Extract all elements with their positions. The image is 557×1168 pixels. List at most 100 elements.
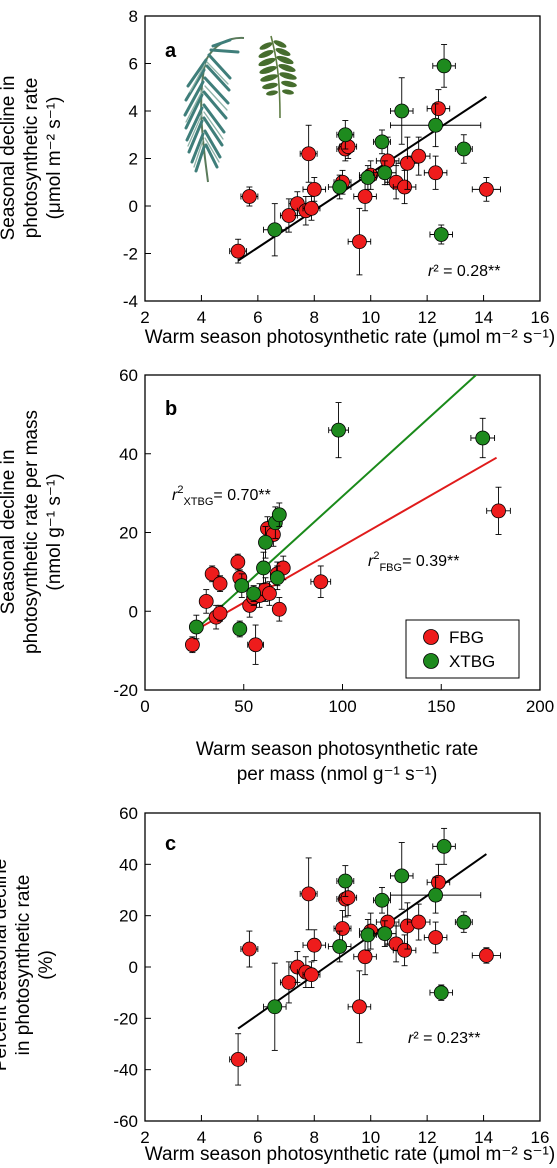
panel-c: 2 4 6 8 10 12 14 16 -60 -40 -20 0 20 40 60 c r² = 0.2… (0, 804, 555, 1165)
y-tick-label: 8 (129, 7, 138, 26)
y-tick-label: -60 (113, 1112, 138, 1131)
data-point-fbg (240, 930, 259, 968)
marker-xtbg (374, 892, 390, 908)
data-point-xtbg (327, 174, 352, 200)
data-point-xtbg (390, 103, 482, 148)
x-tick-label: 10 (361, 308, 380, 327)
x-axis-title-c: Warm season photosynthetic rate (μmol m⁻… (145, 1144, 555, 1165)
data-point-fbg (212, 604, 228, 622)
data-point-fbg (347, 207, 372, 276)
y-tick-label: 60 (119, 804, 138, 823)
marker-fbg (281, 975, 297, 990)
legend-label-xtbg: XTBG (449, 652, 495, 671)
marker-xtbg (374, 134, 390, 150)
marker-fbg (428, 165, 444, 181)
marker-xtbg (377, 165, 393, 181)
data-point-fbg (302, 961, 321, 988)
data-point-fbg (310, 565, 332, 598)
marker-fbg (304, 200, 319, 216)
r2-annotation-xtbg: r2XTBG= 0.70** (172, 484, 271, 508)
legend-box (405, 619, 520, 679)
panel-letter-a: a (165, 40, 177, 62)
marker-xtbg (433, 985, 449, 1001)
data-point-xtbg (188, 614, 204, 640)
marker-fbg (241, 941, 257, 957)
marker-xtbg (267, 222, 283, 238)
marker-xtbg (475, 430, 491, 446)
marker-fbg (198, 594, 214, 609)
data-point-xtbg (390, 876, 482, 914)
data-point-fbg (204, 565, 220, 583)
data-point-fbg (353, 181, 377, 212)
x-tick-label: 2 (140, 1128, 149, 1147)
y-tick-label: 6 (129, 55, 138, 74)
data-point-xtbg (358, 919, 377, 951)
x-tick-label: 6 (253, 1128, 262, 1147)
marker-fbg (301, 146, 317, 162)
x-tick-label: 8 (310, 308, 319, 327)
marker-fbg (212, 605, 228, 621)
x-tick-label: 4 (197, 308, 206, 327)
y-ticks-a: -4 -2 0 2 4 6 8 (123, 7, 151, 311)
y-axis-title-c: Percent seasonal decline in photosyntheti… (0, 859, 57, 1071)
legend-marker-fbg (423, 629, 439, 645)
data-point-xtbg (373, 129, 391, 155)
x-tick-label: 14 (474, 308, 493, 327)
marker-fbg (478, 181, 494, 197)
data-point-xtbg (328, 402, 349, 459)
marker-fbg (397, 942, 412, 958)
data-point-fbg (486, 486, 511, 535)
marker-fbg (428, 930, 444, 945)
marker-fbg (281, 208, 297, 223)
y-axis-title-b: Seasonal decline in photosynthetic rate p… (0, 410, 65, 654)
marker-xtbg (234, 578, 250, 594)
data-point-fbg (471, 947, 501, 964)
x-tick-label: 14 (474, 1128, 493, 1147)
data-point-xtbg (263, 962, 287, 1051)
marker-xtbg (267, 999, 283, 1015)
r2-annotation-fbg: r2FBG= 0.39** (368, 550, 459, 574)
marker-xtbg (332, 939, 348, 954)
data-point-xtbg (256, 551, 271, 585)
data-point-fbg (184, 636, 200, 654)
data-point-xtbg (336, 120, 355, 150)
points-b (184, 402, 511, 665)
x-tick-label: 100 (328, 697, 356, 716)
data-point-fbg (423, 155, 448, 190)
data-point-fbg (392, 934, 417, 967)
x-tick-label: 16 (531, 308, 550, 327)
marker-xtbg (271, 507, 287, 523)
marker-xtbg (360, 927, 376, 943)
data-point-fbg (230, 553, 246, 571)
y-tick-label: -20 (113, 681, 138, 700)
data-point-fbg (471, 177, 501, 202)
data-point-fbg (406, 136, 431, 176)
x-tick-label: 50 (234, 697, 253, 716)
marker-xtbg (394, 103, 410, 119)
marker-fbg (301, 886, 317, 902)
x-tick-label: 16 (531, 1128, 550, 1147)
y-axis-title-a: Seasonal decline in photosynthetic rate (μ… (0, 76, 65, 241)
data-point-fbg (302, 196, 321, 221)
y-tick-label: 0 (129, 958, 138, 977)
fit-line-fbg (193, 456, 498, 632)
marker-fbg (304, 967, 319, 983)
marker-xtbg (246, 586, 262, 601)
data-point-xtbg (454, 134, 473, 164)
data-point-fbg (229, 1033, 248, 1086)
y-tick-label: 4 (129, 102, 138, 121)
data-point-fbg (302, 929, 327, 962)
marker-xtbg (377, 926, 393, 942)
marker-fbg (230, 243, 246, 259)
data-point-xtbg (246, 585, 262, 602)
legend-label-fbg: FBG (449, 628, 484, 647)
marker-fbg (478, 948, 494, 963)
pinnate-leaf-illustration (258, 35, 297, 119)
marker-xtbg (332, 179, 348, 195)
x-tick-label: 10 (361, 1128, 380, 1147)
panel-a: 2 4 6 8 10 12 14 16 -4 -2 0 2 4 6 8 a (0, 7, 555, 348)
x-tick-label: 12 (418, 308, 437, 327)
data-point-xtbg (263, 203, 287, 257)
y-tick-label: 20 (119, 907, 138, 926)
y-tick-label: 0 (129, 197, 138, 216)
